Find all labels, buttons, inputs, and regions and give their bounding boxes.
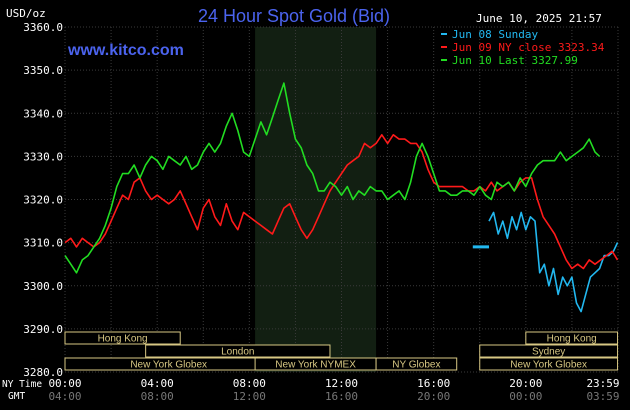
x-tick-gmt: 20:00 [417, 390, 450, 403]
x-tick-ny: 00:00 [48, 377, 81, 390]
y-tick-label: 3350.0 [23, 64, 63, 77]
session-label: Hong Kong [547, 334, 597, 345]
y-axis-ticks: 3360.0 3350.0 3340.0 3330.0 3320.0 3310.0 3300… [23, 21, 63, 379]
x-tick-ny: 23:59 [586, 377, 619, 390]
legend-entry-jun08: Jun 08 Sunday [452, 28, 538, 41]
x-tick-gmt: 12:00 [233, 390, 266, 403]
session-bar [375, 357, 458, 371]
series-line-3 [64, 82, 601, 274]
website-link[interactable]: www.kitco.com [67, 42, 184, 59]
session-label: New York Globex [510, 360, 587, 371]
x-tick-gmt: 08:00 [141, 390, 174, 403]
legend-entry-jun10: Jun 10 Last 3327.99 [452, 54, 578, 67]
series-line-2 [64, 134, 619, 270]
legend-entry-jun09: Jun 09 NY close 3323.34 [452, 41, 605, 54]
session-label: New York NYMEX [275, 360, 356, 371]
session-label: London [221, 347, 254, 358]
session-bar [479, 344, 619, 358]
y-tick-label: 3320.0 [23, 194, 63, 207]
nymex-shaded-region [255, 27, 377, 372]
y-tick-label: 3340.0 [23, 107, 63, 120]
session-bar [525, 331, 619, 345]
legend: Jun 08 Sunday Jun 09 NY close 3323.34 Ju… [441, 28, 605, 67]
x-tick-ny: 12:00 [325, 377, 358, 390]
session-bar [64, 331, 181, 345]
legend-marker-jun10 [441, 59, 447, 61]
chart-title: 24 Hour Spot Gold (Bid) [198, 6, 390, 26]
ny-time-label: NY Time [2, 379, 42, 390]
x-tick-gmt: 00:00 [509, 390, 542, 403]
trading-sessions: Hong Kong London New York Globex New York N… [64, 331, 619, 371]
x-tick-gmt: 16:00 [325, 390, 358, 403]
gmt-label: GMT [8, 391, 25, 402]
x-tick-gmt: 04:00 [48, 390, 81, 403]
x-tick-gmt: 03:59 [586, 390, 619, 403]
x-tick-ny: 20:00 [509, 377, 542, 390]
session-label: Hong Kong [98, 334, 148, 345]
session-label: New York Globex [130, 360, 207, 371]
x-axis: NY Time GMT 00:00 04:00 08:00 12:00 16:00 20:… [2, 377, 620, 403]
session-bar [145, 344, 331, 358]
session-label: NY Globex [392, 360, 440, 371]
session-label: Sydney [532, 347, 565, 358]
y-tick-label: 3300.0 [23, 280, 63, 293]
x-tick-ny: 08:00 [233, 377, 266, 390]
legend-marker-jun09 [441, 46, 447, 48]
unit-label: USD/oz [6, 7, 46, 20]
series-line-1 [488, 211, 619, 313]
grid-lines [64, 26, 619, 373]
y-tick-label: 3360.0 [23, 21, 63, 34]
date-stamp: June 10, 2025 21:57 [476, 12, 602, 25]
series-layer [64, 82, 619, 313]
y-tick-label: 3330.0 [23, 150, 63, 163]
x-tick-ny: 04:00 [141, 377, 174, 390]
y-tick-label: 3310.0 [23, 237, 63, 250]
y-tick-label: 3290.0 [23, 323, 63, 336]
legend-marker-jun08 [441, 33, 447, 35]
x-tick-ny: 16:00 [417, 377, 450, 390]
y-tick-label: 3280.0 [23, 366, 63, 379]
session-bar [479, 357, 619, 371]
